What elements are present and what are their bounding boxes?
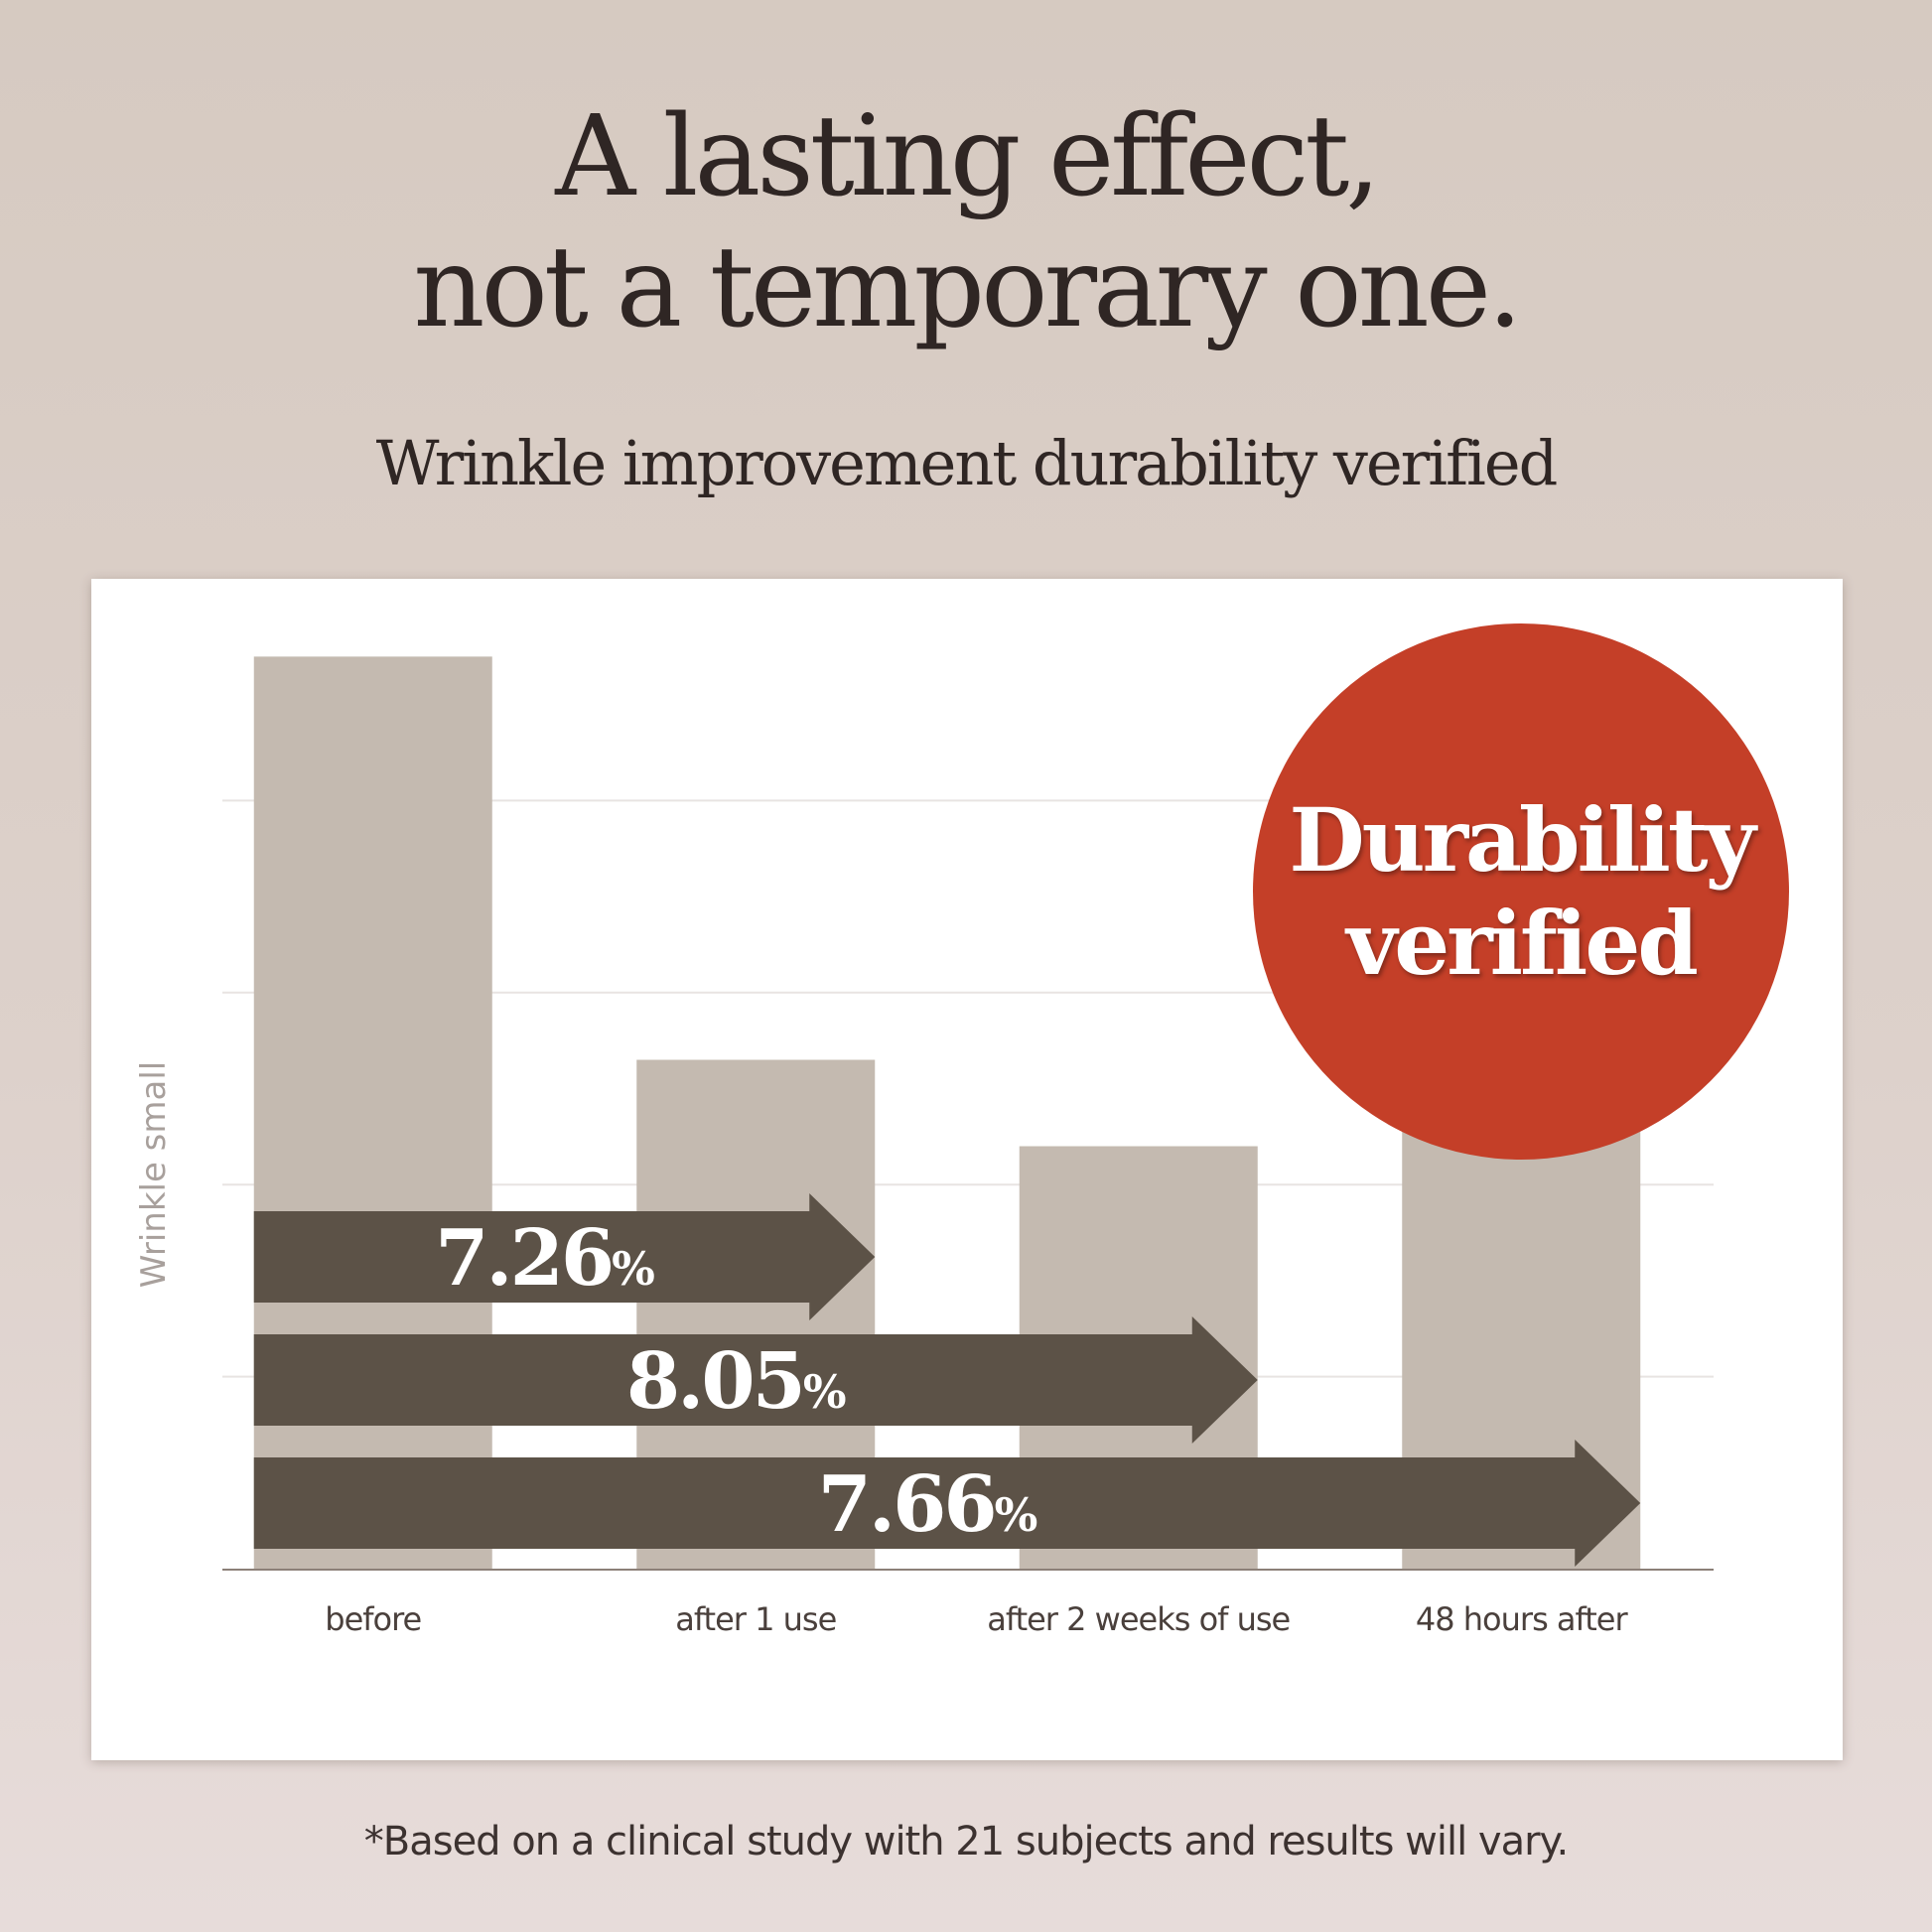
arrow-label-unit-2: % (803, 1365, 846, 1419)
bar-1 (253, 656, 492, 1569)
arrow-label-unit-1: % (612, 1242, 654, 1296)
arrow-3 (253, 1440, 1641, 1567)
x-tick-label-1: before (325, 1600, 421, 1638)
y-axis-label: Wrinkle small (134, 1061, 174, 1289)
footnote: *Based on a clinical study with 21 subje… (363, 1819, 1569, 1864)
badge-line-1: Durability (1289, 788, 1755, 892)
headline-line-1: A lasting effect, (555, 92, 1381, 221)
x-tick-label-4: 48 hours after (1416, 1600, 1629, 1638)
headline-line-2: not a temporary one. (413, 223, 1522, 352)
durability-badge: Durability verified (1253, 623, 1789, 1160)
arrow-1 (253, 1193, 876, 1320)
arrow-label-unit-3: % (995, 1488, 1037, 1542)
headline: A lasting effect, not a temporary one. (0, 91, 1932, 353)
x-tick-label-2: after 1 use (675, 1600, 836, 1638)
arrow-2 (253, 1316, 1258, 1444)
badge-line-2: verified (1346, 892, 1699, 995)
subtitle: Wrinkle improvement durability verified (375, 427, 1559, 499)
bar-chart: before after 1 use after 2 weeks of use 48 … (134, 656, 1714, 1638)
x-tick-label-3: after 2 weeks of use (987, 1600, 1290, 1638)
chart-card: before after 1 use after 2 weeks of use 48 … (91, 579, 1843, 1760)
